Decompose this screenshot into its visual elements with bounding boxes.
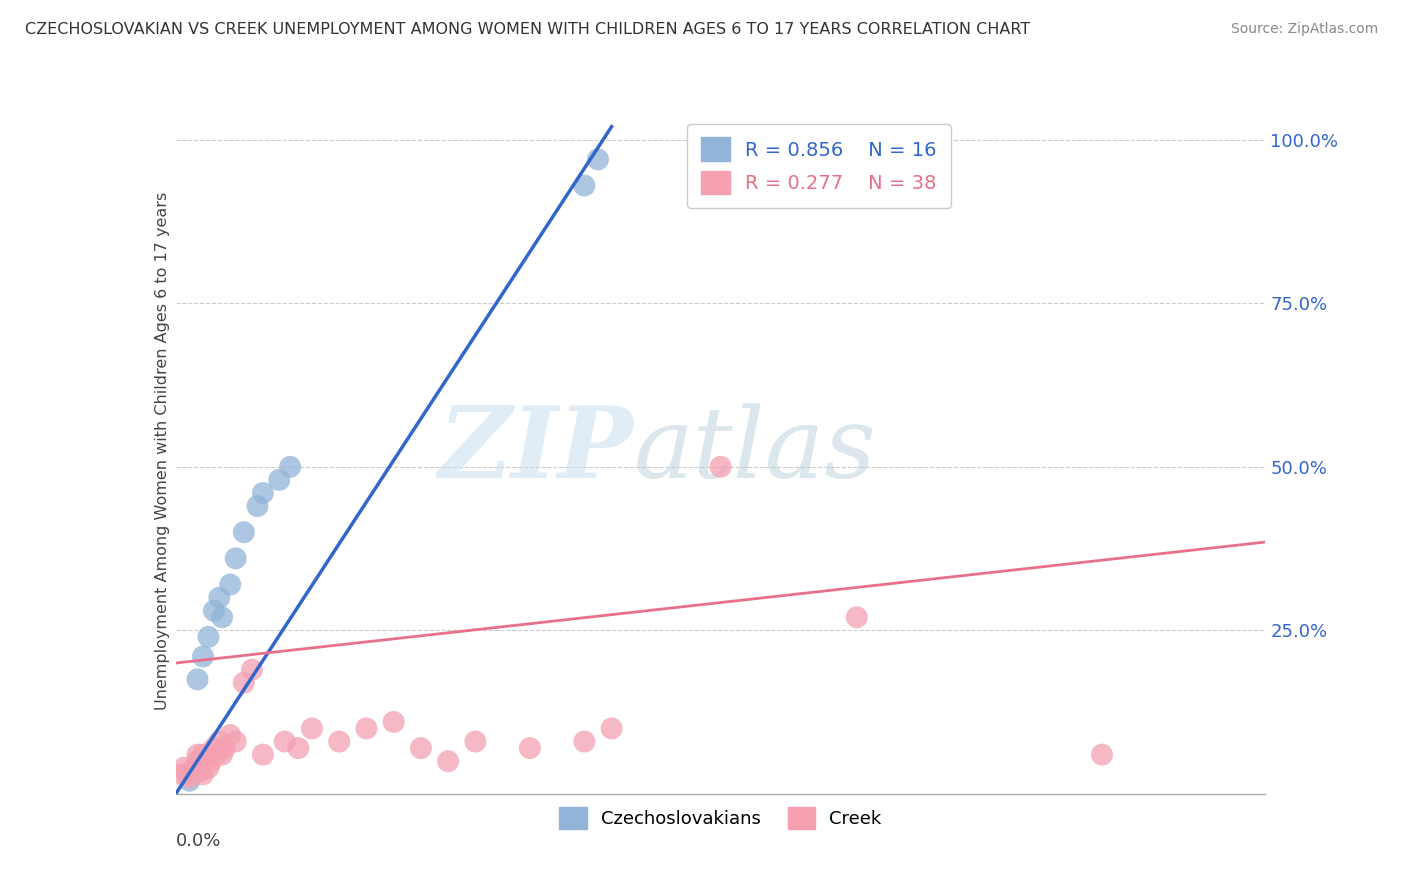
Point	[184, 761, 207, 775]
Point	[211, 610, 233, 624]
Point	[208, 734, 231, 748]
Point	[208, 591, 231, 605]
Point	[246, 499, 269, 513]
Point	[301, 722, 323, 736]
Point	[197, 761, 219, 775]
Point	[202, 604, 225, 618]
Point	[186, 754, 209, 768]
Point	[170, 767, 193, 781]
Point	[205, 747, 228, 762]
Point	[232, 525, 254, 540]
Text: atlas: atlas	[633, 403, 876, 498]
Point	[240, 663, 263, 677]
Point	[287, 741, 309, 756]
Point	[191, 747, 214, 762]
Point	[586, 153, 609, 167]
Point	[574, 178, 596, 193]
Point	[225, 551, 247, 566]
Point	[179, 773, 201, 788]
Text: ZIP: ZIP	[439, 402, 633, 499]
Point	[574, 734, 596, 748]
Point	[600, 722, 623, 736]
Text: 0.0%: 0.0%	[176, 831, 221, 850]
Point	[186, 747, 209, 762]
Point	[188, 764, 211, 778]
Point	[173, 761, 195, 775]
Point	[211, 747, 233, 762]
Point	[278, 459, 301, 474]
Point	[274, 734, 297, 748]
Point	[464, 734, 486, 748]
Legend: Czechoslovakians, Creek: Czechoslovakians, Creek	[553, 800, 889, 837]
Point	[252, 486, 274, 500]
Point	[186, 673, 209, 687]
Point	[219, 577, 242, 591]
Point	[191, 767, 214, 781]
Point	[519, 741, 541, 756]
Point	[197, 630, 219, 644]
Point	[202, 741, 225, 756]
Point	[214, 741, 236, 756]
Point	[176, 767, 198, 781]
Point	[845, 610, 868, 624]
Point	[252, 747, 274, 762]
Point	[437, 754, 460, 768]
Point	[328, 734, 350, 748]
Point	[269, 473, 291, 487]
Y-axis label: Unemployment Among Women with Children Ages 6 to 17 years: Unemployment Among Women with Children A…	[155, 192, 170, 709]
Point	[181, 764, 204, 778]
Point	[382, 714, 405, 729]
Text: CZECHOSLOVAKIAN VS CREEK UNEMPLOYMENT AMONG WOMEN WITH CHILDREN AGES 6 TO 17 YEA: CZECHOSLOVAKIAN VS CREEK UNEMPLOYMENT AM…	[25, 22, 1031, 37]
Point	[200, 754, 222, 768]
Point	[356, 722, 378, 736]
Text: Source: ZipAtlas.com: Source: ZipAtlas.com	[1230, 22, 1378, 37]
Point	[409, 741, 432, 756]
Point	[1091, 747, 1114, 762]
Point	[179, 771, 201, 785]
Point	[225, 734, 247, 748]
Point	[710, 459, 733, 474]
Point	[219, 728, 242, 742]
Point	[232, 675, 254, 690]
Point	[191, 649, 214, 664]
